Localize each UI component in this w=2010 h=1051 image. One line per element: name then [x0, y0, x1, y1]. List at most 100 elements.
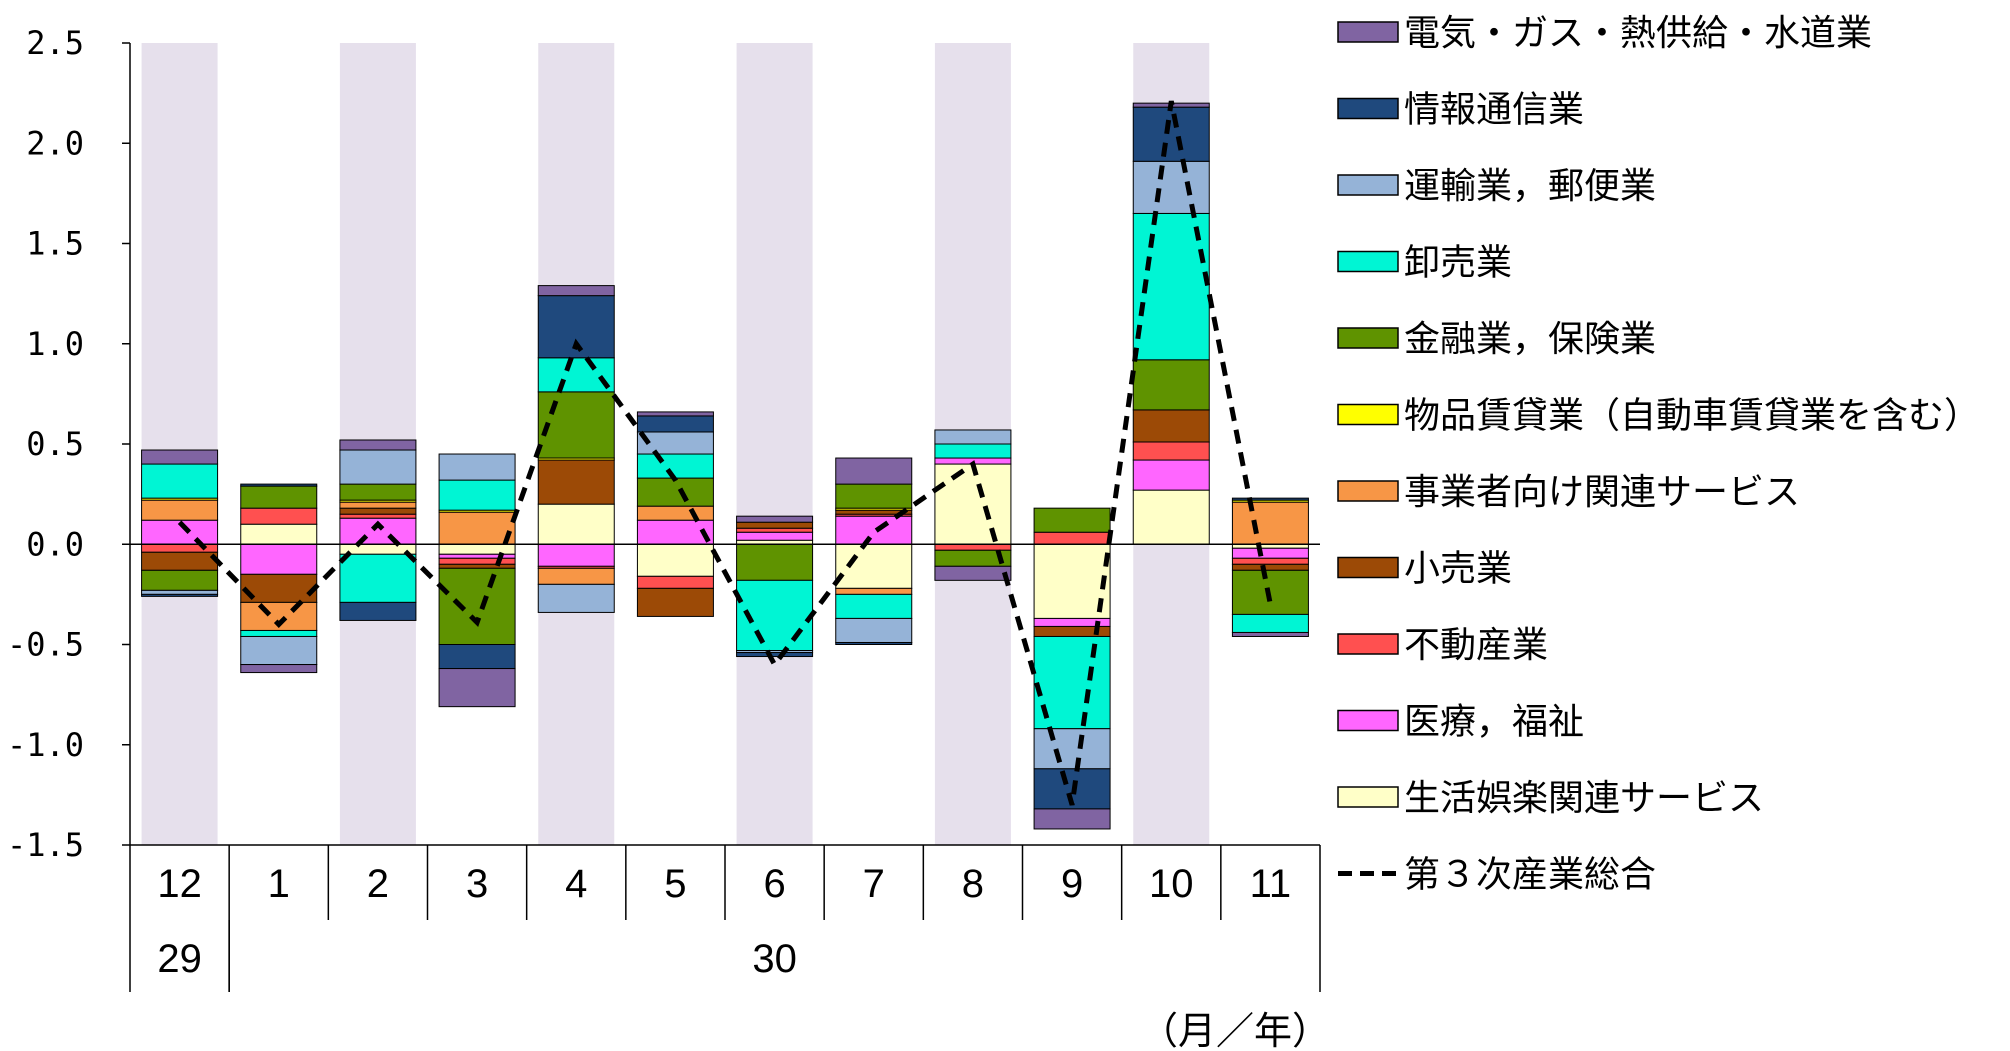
bar-segment	[537, 583, 615, 613]
bar-segment	[339, 439, 417, 451]
bar-segment	[934, 463, 1012, 545]
legend-label: 事業者向け関連サービス	[1404, 472, 1800, 513]
bar-segment	[141, 569, 219, 591]
bar-segment	[736, 515, 814, 523]
bar-segment	[141, 551, 219, 571]
bar-segment	[1231, 501, 1309, 545]
bar-segment	[141, 589, 219, 595]
bar-segment	[1132, 459, 1210, 491]
legend-label: 小売業	[1404, 549, 1512, 590]
bar-segment	[438, 644, 516, 670]
bar-segment	[636, 575, 714, 589]
bar-segment	[240, 485, 318, 509]
bar-segment	[835, 515, 913, 545]
x-tick-label: 3	[466, 862, 488, 906]
legend-swatch	[1337, 633, 1399, 655]
bar-segment	[1033, 728, 1111, 770]
bar-segment	[736, 527, 814, 533]
bar-segment	[1231, 613, 1309, 633]
bar-segment	[141, 463, 219, 499]
bar-segment	[934, 565, 1012, 581]
bar-segment	[438, 511, 516, 545]
bar-segment	[1132, 441, 1210, 461]
bar-segment	[240, 483, 318, 487]
bar-segment	[1132, 359, 1210, 411]
legend-label: 第３次産業総合	[1404, 855, 1656, 896]
shade-band	[736, 43, 813, 845]
year-label: 30	[752, 937, 797, 981]
bar-segment	[438, 668, 516, 708]
y-tick-label: 2.5	[26, 24, 84, 62]
y-tick-label: 0.0	[26, 525, 84, 563]
bar-segment	[438, 453, 516, 481]
bar-segment	[1132, 160, 1210, 214]
bar-segment	[141, 593, 219, 597]
bar-segment	[339, 449, 417, 485]
bar-segment	[438, 557, 516, 565]
bar-segment	[835, 641, 913, 645]
y-tick-label: 2.0	[26, 124, 84, 162]
bar-segment	[339, 553, 417, 603]
bar-segment	[537, 543, 615, 567]
legend-label: 医療，福祉	[1404, 702, 1584, 743]
legend-swatch	[1337, 97, 1399, 120]
bar-segment	[1132, 106, 1210, 162]
bar-segment	[835, 543, 913, 589]
x-tick-label: 8	[962, 862, 984, 906]
bar-segment	[736, 652, 814, 658]
bar-segment	[537, 459, 615, 505]
legend-label: 運輸業，郵便業	[1404, 166, 1656, 207]
bar-segment	[141, 449, 219, 465]
bar-segment	[240, 507, 318, 525]
bar-segment	[934, 443, 1012, 459]
bar-segment	[537, 357, 615, 393]
bar-segment	[240, 664, 318, 674]
bar-segment	[1033, 543, 1111, 619]
legend-label: 卸売業	[1404, 243, 1512, 284]
y-tick-label: -1.0	[7, 726, 84, 764]
legend-label: 不動産業	[1404, 625, 1548, 666]
bar-segment	[141, 543, 219, 553]
legend-label: 電気・ガス・熱供給・水道業	[1404, 13, 1872, 54]
x-tick-label: 2	[367, 862, 389, 906]
bar-segment	[934, 429, 1012, 445]
bar-segment	[636, 453, 714, 479]
legend-label: 情報通信業	[1404, 90, 1584, 131]
legend-swatch	[1337, 480, 1399, 502]
bar-segment	[636, 477, 714, 507]
legend-swatch	[1337, 786, 1399, 808]
legend-swatch	[1337, 174, 1399, 196]
bar-segment	[240, 635, 318, 666]
total-line	[177, 100, 1273, 806]
x-tick-label: 1	[268, 862, 290, 906]
y-tick-label: -1.5	[7, 826, 84, 864]
y-tick-label: -0.5	[7, 626, 84, 664]
bar-segment	[835, 587, 913, 595]
bar-segment	[736, 543, 814, 581]
bar-segment	[636, 411, 714, 417]
bar-segment	[1231, 557, 1309, 565]
bar-segment	[1033, 808, 1111, 830]
shade-band	[141, 43, 218, 845]
x-tick-label: 5	[664, 862, 686, 906]
bar-segment	[736, 531, 814, 541]
bar-segment	[438, 563, 516, 569]
bar-segment	[835, 483, 913, 509]
legend-swatch	[1337, 327, 1399, 349]
x-tick-label: 4	[565, 862, 587, 906]
y-tick-label: 1.5	[26, 225, 84, 263]
bar-segment	[1231, 547, 1309, 559]
bar-segment	[339, 601, 417, 621]
bar-segment	[636, 543, 714, 577]
bar-segment	[1033, 531, 1111, 545]
year-label: 29	[157, 937, 202, 981]
bar-segment	[240, 543, 318, 575]
x-tick-label: 12	[157, 862, 202, 906]
bar-segment	[1231, 563, 1309, 571]
x-tick-label: 11	[1250, 862, 1292, 906]
bar-segment	[339, 483, 417, 501]
x-tick-label: 10	[1149, 862, 1194, 906]
bar-segment	[835, 593, 913, 619]
